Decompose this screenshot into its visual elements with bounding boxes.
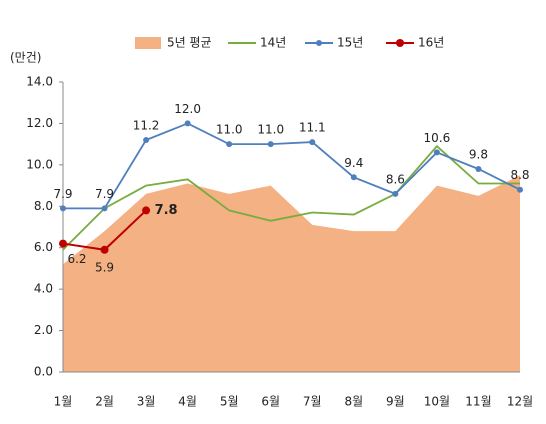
legend-label: 14년 <box>260 36 286 50</box>
data-label: 9.4 <box>344 156 363 170</box>
line <box>63 122 521 210</box>
data-label: 6.2 <box>67 252 86 266</box>
data-label: 9.8 <box>469 148 488 162</box>
x-tick-label: 5월 <box>220 395 239 409</box>
data-label: 7.8 <box>155 203 178 218</box>
marker <box>184 120 191 127</box>
marker <box>143 137 150 143</box>
legend-marker <box>316 40 322 46</box>
x-tick-label: 8월 <box>344 395 363 409</box>
y-axis-label: (만건) <box>10 51 41 65</box>
x-tick-label: 7월 <box>303 395 322 409</box>
y-tick-label: 8.0 <box>34 199 53 213</box>
y-tick-label: 0.0 <box>34 365 53 379</box>
legend-label: 5년 평균 <box>167 36 212 50</box>
marker <box>226 141 233 148</box>
marker <box>101 205 108 212</box>
x-tick-label: 6월 <box>261 395 280 409</box>
y-tick-label: 14.0 <box>26 75 53 89</box>
data-label: 8.8 <box>510 168 529 182</box>
data-label: 11.2 <box>133 119 160 133</box>
legend-marker <box>396 39 404 47</box>
marker <box>142 206 151 215</box>
marker <box>267 141 274 148</box>
data-label: 10.6 <box>424 131 451 145</box>
marker <box>60 205 66 212</box>
marker <box>350 174 357 181</box>
legend-swatch <box>135 37 161 49</box>
marker <box>517 186 523 193</box>
data-label: 11.0 <box>257 123 284 137</box>
area <box>63 175 520 372</box>
line <box>62 144 520 251</box>
y-tick-label: 10.0 <box>26 157 53 171</box>
data-label: 11.0 <box>216 123 243 137</box>
data-label: 12.0 <box>174 102 201 116</box>
x-tick-label: 1월 <box>54 395 73 409</box>
marker <box>59 239 67 248</box>
x-tick-label: 3월 <box>137 395 156 409</box>
marker <box>475 166 482 172</box>
x-tick-label: 11월 <box>465 395 491 409</box>
legend-label: 16년 <box>418 36 444 50</box>
legend-label: 15년 <box>337 36 363 50</box>
data-label: 5.9 <box>95 260 114 274</box>
data-label: 8.6 <box>386 172 405 186</box>
y-tick-label: 12.0 <box>26 116 53 130</box>
data-label: 7.9 <box>95 187 114 201</box>
x-tick-label: 9월 <box>386 395 405 409</box>
x-tick-label: 12월 <box>507 395 533 409</box>
y-tick-label: 4.0 <box>34 282 53 296</box>
y-tick-label: 6.0 <box>34 240 53 254</box>
marker <box>309 139 316 146</box>
x-tick-label: 10월 <box>424 395 450 409</box>
x-tick-label: 4월 <box>178 395 197 409</box>
data-label: 11.1 <box>299 121 326 135</box>
marker <box>392 190 399 197</box>
data-label: 7.9 <box>53 187 72 201</box>
marker <box>433 149 440 156</box>
y-tick-label: 2.0 <box>34 323 53 337</box>
x-tick-label: 2월 <box>95 395 114 409</box>
marker <box>100 245 109 254</box>
